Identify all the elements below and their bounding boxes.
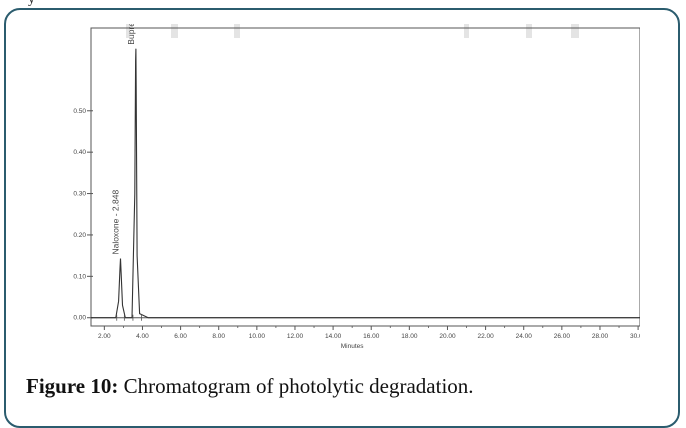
plot-frame [90,27,640,327]
x-tick-label: 12.00 [287,333,304,340]
scan-artifact-top [526,24,532,38]
x-tick-label: 14.00 [325,333,342,340]
y-tick-label: 0.00 [73,315,86,322]
x-tick-label: 8.00 [212,333,225,340]
figure-caption: Figure 10: Chromatogram of photolytic de… [26,374,666,399]
x-tick-label: 6.00 [174,333,187,340]
chromatogram-chart: 0.00 0.10 0.20 0.30 0.40 0.50 2.00 4.00 6.00 8.00… [73,24,640,350]
y-tick-label: 0.40 [73,149,86,156]
scan-artifact-top [464,24,469,38]
peak-annotation-label: Buprenorphine - 3.653 [126,24,136,45]
scan-artifact-top [171,24,178,38]
x-tick-label: 10.00 [249,333,266,340]
y-tick-label: 0.20 [73,232,86,239]
chromatogram-figure: 0.00 0.10 0.20 0.30 0.40 0.50 2.00 4.00 6.00 8.00… [56,24,640,364]
scan-artifact-top [234,24,240,38]
peak-annotation-label: Naloxone - 2.848 [111,190,121,255]
x-tick-label: 22.00 [477,333,494,340]
x-tick-label: 16.00 [363,333,380,340]
x-tick-label: 30.00 [630,333,640,340]
y-tick-label: 0.10 [73,273,86,280]
page-top-fragment: y [28,0,35,8]
x-tick-label: 28.00 [592,333,609,340]
x-tick-label: 20.00 [439,333,456,340]
x-tick-label: 24.00 [516,333,533,340]
figure-caption-text: Chromatogram of photolytic degradation. [118,374,474,398]
y-tick-label: 0.50 [73,108,86,115]
x-axis-label: Minutes [341,343,365,350]
scan-artifact-top [571,24,579,38]
x-tick-label: 26.00 [554,333,571,340]
x-tick-label: 2.00 [98,333,111,340]
chromatogram-trace [91,48,640,319]
figure-caption-label: Figure 10: [26,374,119,398]
y-tick-label: 0.30 [73,191,86,198]
scan-artifact-top [126,24,130,38]
x-tick-label: 18.00 [401,333,418,340]
x-tick-label: 4.00 [136,333,149,340]
